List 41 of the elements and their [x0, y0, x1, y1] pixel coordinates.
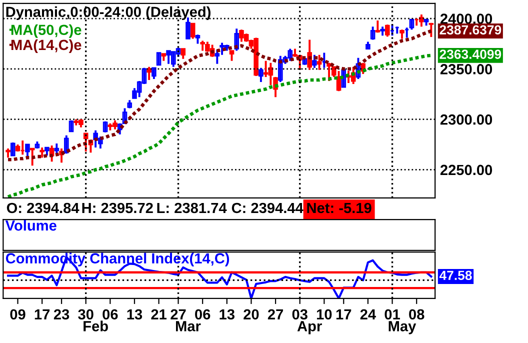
text: L: 2381.74	[157, 202, 227, 214]
candlestick	[156, 52, 162, 66]
text: Feb	[84, 320, 108, 332]
x-tick-label: 17	[34, 309, 50, 320]
x-tick-label: 24	[360, 309, 376, 320]
data-label: 2363.4099	[440, 50, 502, 59]
text: O: 2394.84	[6, 202, 80, 214]
x-tick-label: 27	[170, 309, 186, 320]
text: Net: -5.19	[307, 202, 372, 214]
y-tick-label: 2350.00	[440, 64, 492, 74]
x-tick-label: 06	[195, 309, 210, 320]
text: Mar	[176, 321, 201, 332]
y-tick-label: 2300.00	[440, 114, 492, 125]
y-tick-label: 2400.00	[440, 14, 492, 24]
x-tick-label: 30	[78, 309, 94, 320]
x-tick-label: 20	[244, 309, 259, 320]
x-tick-label: 17	[336, 309, 352, 320]
x-tick-label: 13	[127, 309, 142, 320]
x-tick-label: 10	[316, 309, 332, 320]
text: May	[388, 321, 416, 334]
y-tick-label: 2250.00	[440, 164, 492, 176]
x-tick-label: 03	[292, 309, 308, 320]
candlestick	[341, 68, 346, 88]
chart-title: Dynamic,0:00-24:00 (Delayed)	[6, 6, 210, 20]
text: Apr	[297, 321, 322, 334]
text: H: 2395.72	[82, 202, 153, 214]
x-tick-label: 13	[220, 309, 234, 320]
x-tick-label: 06	[102, 309, 118, 320]
x-tick-label: 21	[151, 309, 167, 320]
data-label: 2387.6379	[440, 25, 502, 35]
x-tick-label: 09	[10, 309, 26, 320]
x-tick-label: 01	[384, 309, 400, 320]
text: C: 2394.44	[232, 202, 304, 214]
line-series	[6, 54, 433, 198]
x-tick-label: 23	[54, 309, 70, 320]
legend-label: MA(50,C)e	[11, 24, 82, 38]
text: Volume	[5, 220, 56, 231]
legend-label: MA(14,C)e	[11, 39, 82, 53]
text: 47.58	[439, 270, 472, 280]
x-tick-label: 08	[409, 309, 424, 320]
x-tick-label: 27	[268, 309, 284, 320]
